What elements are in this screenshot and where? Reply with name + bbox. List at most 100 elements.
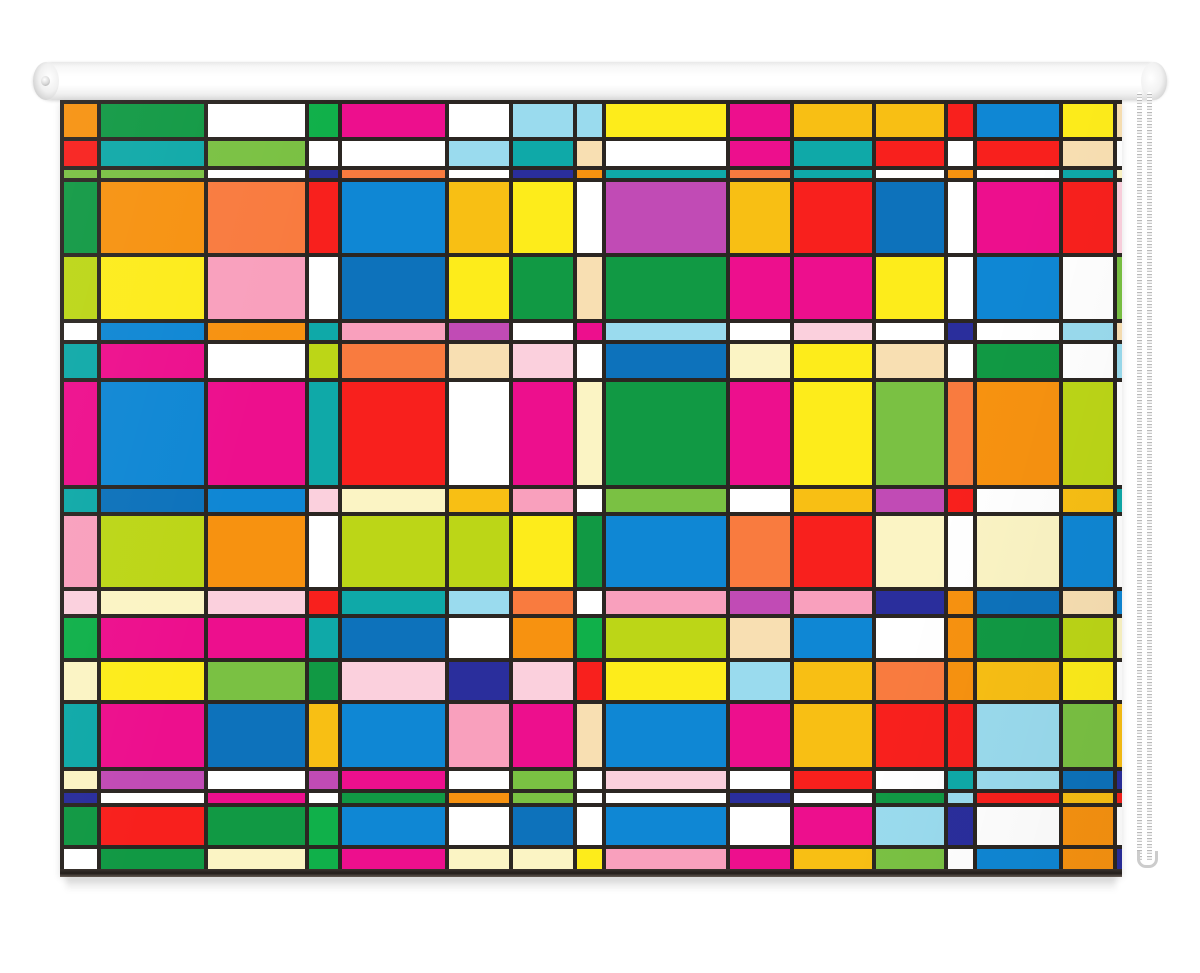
pattern-tile (1063, 704, 1113, 767)
pattern-tile (101, 771, 204, 789)
pattern-tile (577, 591, 602, 614)
pattern-tile (101, 141, 204, 166)
pattern-tile (101, 662, 204, 700)
pattern-tile (794, 793, 872, 803)
pattern-tile (208, 771, 305, 789)
pattern-tile (977, 704, 1059, 767)
pattern-tile (577, 704, 602, 767)
pattern-tile (606, 323, 726, 340)
pattern-tile (606, 793, 726, 803)
pattern-tile (309, 704, 338, 767)
pattern-tile (1063, 662, 1113, 700)
pattern-tile (1117, 344, 1122, 378)
pattern-tile (948, 257, 973, 319)
pattern-tile (309, 323, 338, 340)
pattern-tile (948, 182, 973, 253)
pattern-tile (513, 182, 573, 253)
pattern-tile (208, 141, 305, 166)
pattern-tile (1117, 257, 1122, 319)
pattern-tile (730, 182, 790, 253)
pattern-tile (449, 257, 509, 319)
pattern-tile (794, 170, 872, 178)
chain-strand-right[interactable] (1147, 92, 1152, 862)
pattern-tile (948, 618, 973, 658)
pattern-tile (449, 382, 509, 485)
pattern-tile (977, 182, 1059, 253)
pattern-tile (342, 591, 445, 614)
pattern-tile (794, 104, 872, 137)
pattern-tile (794, 618, 872, 658)
pattern-tile (876, 323, 944, 340)
pattern-tile (577, 323, 602, 340)
pattern-tile (309, 170, 338, 178)
pattern-tile (64, 382, 97, 485)
pattern-tile (513, 141, 573, 166)
pattern-tile (794, 344, 872, 378)
pattern-tile (342, 516, 445, 587)
pattern-tile (208, 591, 305, 614)
pattern-tile (577, 382, 602, 485)
pattern-tile (208, 793, 305, 803)
pattern-tile (977, 382, 1059, 485)
pattern-tile (101, 257, 204, 319)
pattern-tile (948, 591, 973, 614)
pattern-tile (1117, 141, 1122, 166)
pattern-tile (342, 170, 445, 178)
chain-loop-bottom[interactable] (1137, 851, 1158, 868)
pattern-tile (977, 618, 1059, 658)
pattern-tile (948, 104, 973, 137)
pattern-tile (208, 323, 305, 340)
pattern-tile (730, 662, 790, 700)
pattern-tile (948, 704, 973, 767)
pattern-tile (876, 704, 944, 767)
pattern-tile (101, 170, 204, 178)
pattern-tile (794, 704, 872, 767)
pattern-tile (1063, 771, 1113, 789)
pattern-tile (449, 704, 509, 767)
pattern-tile (1117, 704, 1122, 767)
control-chain[interactable] (1136, 92, 1158, 868)
pattern-tile (449, 662, 509, 700)
pattern-tile (948, 170, 973, 178)
pattern-tile (1063, 323, 1113, 340)
pattern-tile (208, 704, 305, 767)
pattern-tile (309, 771, 338, 789)
pattern-tile (876, 141, 944, 166)
pattern-tile (606, 591, 726, 614)
blind-fabric-panel (60, 100, 1122, 875)
pattern-tile (977, 170, 1059, 178)
pattern-tile (577, 793, 602, 803)
pattern-tile (309, 382, 338, 485)
pattern-tile (876, 382, 944, 485)
pattern-tile (64, 257, 97, 319)
pattern-tile (730, 591, 790, 614)
pattern-tile (606, 104, 726, 137)
pattern-tile (64, 771, 97, 789)
pattern-tile (1063, 489, 1113, 512)
pattern-tile (730, 618, 790, 658)
pattern-tile (977, 489, 1059, 512)
pattern-tile (342, 704, 445, 767)
pattern-tile (513, 104, 573, 137)
pattern-tile (876, 662, 944, 700)
pattern-tile (577, 182, 602, 253)
pattern-tile (309, 257, 338, 319)
pattern-tile (208, 344, 305, 378)
pattern-tile (876, 344, 944, 378)
pattern-tile (342, 793, 445, 803)
pattern-tile (730, 704, 790, 767)
pattern-tile (342, 257, 445, 319)
pattern-tile (64, 516, 97, 587)
pattern-tile (730, 170, 790, 178)
pattern-tile (449, 141, 509, 166)
pattern-tile (208, 618, 305, 658)
pattern-tile (606, 257, 726, 319)
pattern-tile (309, 662, 338, 700)
pattern-tile (64, 591, 97, 614)
pattern-tile (1117, 323, 1122, 340)
chain-strand-left[interactable] (1137, 92, 1142, 862)
pattern-tile (309, 104, 338, 137)
pattern-tile (449, 591, 509, 614)
pattern-tile (513, 257, 573, 319)
pattern-tile (208, 516, 305, 587)
